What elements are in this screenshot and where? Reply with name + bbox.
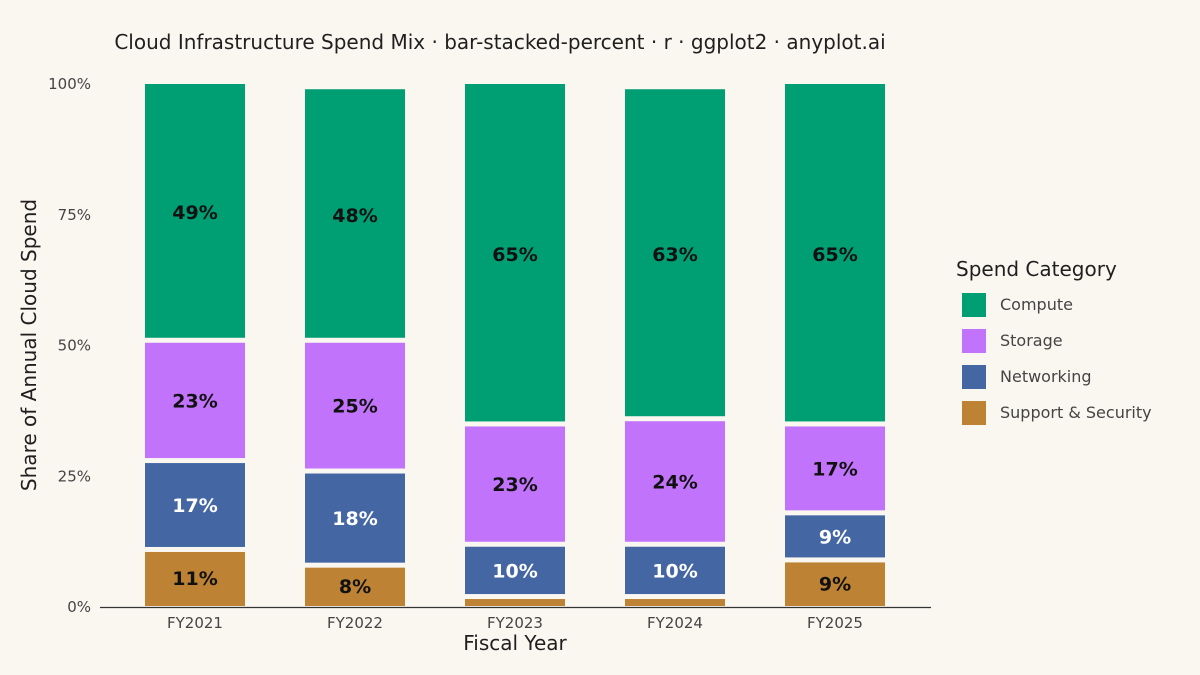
x-tick-label: FY2024 [647, 614, 703, 632]
data-label-fy2022-support-security: 8% [339, 576, 371, 598]
y-axis: 0% 25% 50% 75% 100% [48, 75, 91, 616]
bar-fy2024-support-security [625, 599, 725, 606]
data-label-fy2021-support-security: 11% [172, 568, 217, 590]
data-label-fy2022-compute: 48% [332, 205, 377, 227]
bar-fy2021-storage [145, 342, 245, 459]
data-label-fy2021-storage: 23% [172, 390, 217, 412]
legend-title: Spend Category [956, 257, 1117, 281]
bar-fy2021-networking [145, 463, 245, 547]
legend-swatch-compute [962, 293, 986, 317]
chart-title: Cloud Infrastructure Spend Mix · bar-sta… [114, 30, 885, 54]
data-label-fy2025-storage: 17% [812, 458, 857, 480]
y-tick-label: 75% [58, 206, 91, 224]
data-label-fy2021-networking: 17% [172, 495, 217, 517]
bar-fy2025-networking [785, 515, 885, 558]
data-label-fy2025-networking: 9% [819, 526, 851, 548]
legend-label-networking: Networking [1000, 367, 1092, 386]
x-tick-label: FY2025 [807, 614, 863, 632]
legend-label-compute: Compute [1000, 295, 1073, 314]
bar-fy2023-compute [465, 84, 565, 422]
data-label-fy2023-storage: 23% [492, 474, 537, 496]
data-label-fy2025-compute: 65% [812, 244, 857, 266]
legend-swatch-storage [962, 329, 986, 353]
legend-label-support-security: Support & Security [1000, 403, 1152, 422]
bar-fy2025-support-security [785, 562, 885, 606]
bar-fy2024-networking [625, 546, 725, 595]
data-label-fy2024-storage: 24% [652, 471, 697, 493]
legend-swatch-support-security [962, 401, 986, 425]
y-tick-label: 100% [48, 75, 91, 93]
bar-fy2022-networking [305, 473, 405, 563]
x-tick-label: FY2021 [167, 614, 223, 632]
legend-swatch-networking [962, 365, 986, 389]
bars-layer: 11% 17% 23% 49% 8% 18% 25% 48% 10% 23% 65% 10% 24% 63… [145, 84, 885, 606]
y-tick-label: 0% [67, 598, 91, 616]
y-axis-title: Share of Annual Cloud Spend [17, 199, 41, 491]
bar-fy2023-networking [465, 546, 565, 595]
data-label-fy2023-compute: 65% [492, 244, 537, 266]
bar-fy2022-storage [305, 342, 405, 469]
x-axis: FY2021 FY2022 FY2023 FY2024 FY2025 [100, 606, 931, 632]
x-axis-title: Fiscal Year [463, 631, 567, 655]
bar-fy2024-compute [625, 89, 725, 417]
bar-fy2025-compute [785, 84, 885, 422]
bar-fy2021-compute [145, 84, 245, 338]
data-label-fy2024-compute: 63% [652, 244, 697, 266]
x-tick-label: FY2023 [487, 614, 543, 632]
y-tick-label: 50% [58, 337, 91, 355]
bar-fy2021-support-security [145, 551, 245, 606]
bar-fy2022-compute [305, 89, 405, 338]
data-label-fy2022-networking: 18% [332, 508, 377, 530]
legend: Spend Category Compute Storage Networking S… [956, 257, 1152, 425]
bar-fy2025-storage [785, 426, 885, 511]
bar-fy2023-support-security [465, 599, 565, 606]
data-label-fy2022-storage: 25% [332, 396, 377, 418]
bar-fy2024-storage [625, 421, 725, 542]
legend-label-storage: Storage [1000, 331, 1063, 350]
data-label-fy2023-networking: 10% [492, 560, 537, 582]
data-label-fy2024-networking: 10% [652, 560, 697, 582]
data-label-fy2021-compute: 49% [172, 202, 217, 224]
bar-fy2022-support-security [305, 567, 405, 606]
bar-fy2023-storage [465, 426, 565, 542]
x-tick-label: FY2022 [327, 614, 383, 632]
y-tick-label: 25% [58, 467, 91, 485]
data-label-fy2025-support-security: 9% [819, 573, 851, 595]
